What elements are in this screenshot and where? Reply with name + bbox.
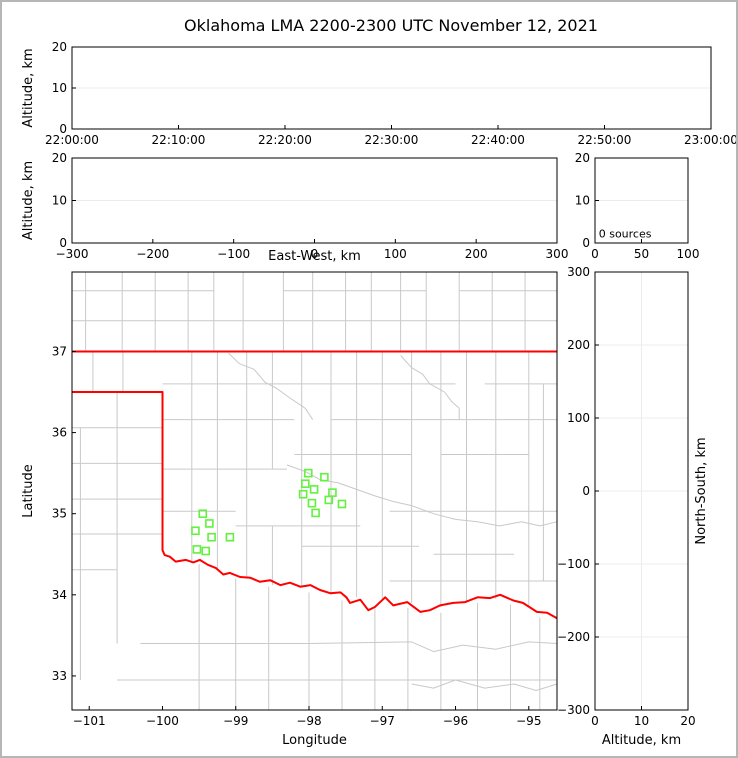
panel-border: [71, 271, 558, 711]
x-tick-label: 0: [591, 247, 599, 261]
x-tick-label: 22:30:00: [365, 133, 419, 147]
y-tick-label: 0: [582, 236, 590, 250]
y-tick-label: 0: [582, 484, 590, 498]
eastwest-altitude-panel: −300 −200 −100 0 100 200 300 0 10 20 East-West, km…: [21, 151, 568, 264]
y-tick-label: 10: [52, 81, 67, 95]
x-tick-label: 50: [634, 247, 649, 261]
northsouth-altitude-panel: 0 10 20 −300 −200 −100 0 100 200 300 Altitude, km N…: [557, 265, 709, 748]
time-altitude-panel: 22:00:00 22:10:00 22:20:00 22:30:00 22:40:00…: [21, 40, 736, 147]
y-tick-label: 35: [52, 507, 67, 521]
county-border-line: [140, 641, 558, 653]
x-tick-label: −100: [146, 714, 179, 728]
y-tick-label: 0: [59, 122, 67, 136]
y-axis-label: Altitude, km: [21, 48, 36, 127]
y-tick-label: −300: [557, 703, 590, 717]
y-tick-label: 33: [52, 669, 67, 683]
y-axis-label: Latitude: [21, 464, 36, 518]
x-axis-label: Longitude: [282, 733, 347, 748]
x-axis-label: East-West, km: [268, 249, 361, 264]
x-tick-label: 100: [384, 247, 407, 261]
lma-station-marker: [320, 472, 329, 482]
county-border-line: [411, 679, 558, 691]
map-panel: −101 −100 −99 −98 −97 −96 −95 33 34 35 36 37 Longitu…: [21, 271, 558, 748]
y-tick-label: 100: [567, 411, 590, 425]
lma-station-marker: [205, 519, 214, 528]
y-axis-label: Altitude, km: [21, 161, 36, 240]
lma-station-marker: [309, 485, 319, 494]
x-tick-label: −100: [217, 247, 250, 261]
y-tick-label: 0: [59, 236, 67, 250]
lma-station-marker: [307, 498, 317, 508]
x-tick-label: −98: [296, 714, 321, 728]
source-count-annotation: 0 sources: [599, 227, 652, 240]
lma-station-marker: [324, 495, 334, 505]
lma-station-marker: [207, 532, 216, 542]
x-tick-label: 20: [680, 714, 695, 728]
x-tick-label: 22:50:00: [578, 133, 632, 147]
lma-station-marker: [301, 479, 310, 489]
lma-station-marker: [192, 545, 202, 554]
x-tick-label: 22:20:00: [258, 133, 312, 147]
y-tick-label: 36: [52, 426, 67, 440]
x-tick-label: 23:00:00: [684, 133, 736, 147]
lma-station-marker: [328, 488, 337, 497]
x-tick-label: 22:40:00: [471, 133, 525, 147]
x-tick-label: 100: [677, 247, 700, 261]
lma-station-marker: [298, 489, 308, 499]
lma-station-marker: [201, 546, 211, 556]
y-axis-label: North-South, km: [694, 437, 709, 544]
y-tick-label: −100: [557, 557, 590, 571]
y-tick-label: 300: [567, 265, 590, 279]
lma-station-marker: [225, 532, 235, 542]
y-tick-label: 10: [575, 194, 590, 208]
x-tick-label: −101: [73, 714, 106, 728]
x-tick-label: 0: [311, 247, 319, 261]
lma-station-marker: [337, 499, 347, 509]
x-tick-label: −99: [223, 714, 248, 728]
panels-group: 22:00:00 22:10:00 22:20:00 22:30:00 22:40:00…: [21, 40, 736, 748]
lma-station-marker: [198, 509, 208, 519]
lma-station-marker: [311, 508, 320, 518]
source-count-panel: 0 50 100 0 10 20 0 sources: [575, 151, 700, 261]
x-axis-label: Altitude, km: [602, 733, 681, 748]
x-tick-label: −200: [136, 247, 169, 261]
y-tick-label: 10: [52, 194, 67, 208]
y-tick-label: 34: [52, 588, 67, 602]
x-tick-label: −96: [443, 714, 468, 728]
x-tick-label: 22:00:00: [45, 133, 99, 147]
x-tick-label: 0: [591, 714, 599, 728]
x-tick-label: 10: [634, 714, 649, 728]
x-tick-label: −300: [56, 247, 89, 261]
y-tick-label: 20: [575, 151, 590, 165]
figure-title: Oklahoma LMA 2200-2300 UTC November 12, …: [184, 16, 598, 35]
lma-station-marker: [191, 526, 200, 536]
y-tick-label: 20: [52, 151, 67, 165]
x-tick-label: −97: [370, 714, 395, 728]
y-tick-label: 200: [567, 338, 590, 352]
x-tick-label: 300: [546, 247, 569, 261]
y-tick-label: −200: [557, 630, 590, 644]
county-border-line: [400, 355, 460, 420]
y-tick-label: 20: [52, 40, 67, 54]
state-border-line: [72, 391, 558, 620]
x-tick-label: 200: [465, 247, 488, 261]
y-tick-label: 37: [52, 344, 67, 358]
x-tick-label: −95: [516, 714, 541, 728]
lma-station-marker: [303, 468, 313, 478]
county-border-line: [228, 352, 314, 420]
x-tick-label: 22:10:00: [152, 133, 206, 147]
